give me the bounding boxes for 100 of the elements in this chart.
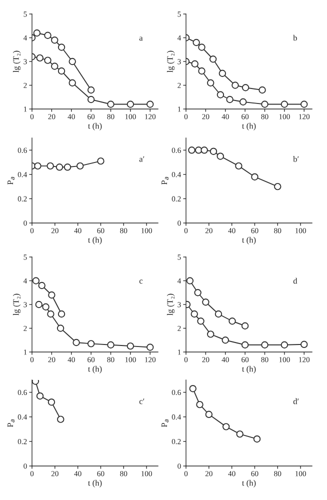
point [186,277,194,284]
point [190,310,198,318]
point [216,152,224,160]
point [56,324,64,332]
point [146,344,154,351]
point [58,310,66,318]
point [258,86,266,94]
point [253,435,261,443]
annotation: b′ [293,156,299,162]
y-axis-title: P$_{a}$ [8,419,14,428]
point [44,32,52,39]
y-axis-title: lg (T₂) [166,50,175,72]
point [300,340,308,348]
point [210,148,218,155]
point [126,100,134,108]
point [35,300,42,308]
point [87,340,95,348]
point [280,100,288,108]
point [207,330,214,338]
annotation: d′ [293,398,299,404]
point [72,338,80,346]
point [194,289,202,296]
point [241,341,249,348]
point [251,173,258,180]
point [274,182,282,190]
point [48,291,56,299]
point [239,98,247,106]
point [57,416,64,423]
point [226,96,234,104]
point [68,79,76,86]
point [207,79,214,86]
point [44,56,52,64]
point [214,310,222,318]
point [222,423,230,430]
point [68,58,76,66]
point [58,67,66,75]
point [87,96,95,104]
point [76,162,84,170]
point [218,70,226,77]
point [228,318,236,325]
point [202,298,210,306]
y-axis-title: P$_{a}$ [8,176,14,185]
x-axis-title: t (h) [242,366,256,374]
point [196,400,204,408]
point [194,146,202,154]
point [56,164,64,171]
point [34,162,42,170]
point [209,56,217,63]
y-axis-title: P$_{a}$ [162,176,168,185]
point [36,392,44,400]
y-axis-title: lg (T₂) [12,50,21,72]
x-axis-title: t (h) [88,236,102,244]
x-axis-title: t (h) [242,480,256,488]
point [280,341,288,348]
point [261,100,268,108]
y-axis-title: lg (T₂) [166,294,175,316]
x-axis-title: t (h) [242,236,256,244]
point [32,277,40,284]
point [241,322,249,330]
point [48,398,56,406]
annotation: a′ [139,156,144,162]
x-axis-title: t (h) [88,366,102,374]
point [42,303,50,310]
point [36,54,44,62]
point [235,162,242,170]
point [189,384,196,392]
point [38,282,46,290]
annotation: c [139,280,143,284]
y-axis-title: lg (T₂) [12,294,21,316]
annotation: d [293,278,298,284]
point [107,341,114,348]
annotation: a [139,36,143,41]
point [51,36,58,44]
point [87,86,95,94]
point [197,318,204,325]
point [146,100,154,108]
point [47,310,54,318]
point [261,341,268,348]
x-axis-title: t (h) [88,480,102,488]
point [51,62,58,70]
point [97,157,104,165]
point [216,91,224,98]
point [191,60,198,68]
point [64,164,72,171]
point [236,430,244,438]
point [192,38,200,46]
point [198,67,206,75]
point [198,44,206,51]
point [188,146,196,154]
point [107,100,114,108]
point [300,100,308,108]
point [205,410,213,418]
point [222,336,229,344]
x-axis-title: t (h) [88,122,102,130]
point [242,84,250,92]
y-axis-title: P$_{a}$ [162,419,168,428]
x-axis-title: t (h) [242,122,256,130]
annotation: c′ [139,398,144,404]
point [232,82,239,89]
point [33,29,41,37]
